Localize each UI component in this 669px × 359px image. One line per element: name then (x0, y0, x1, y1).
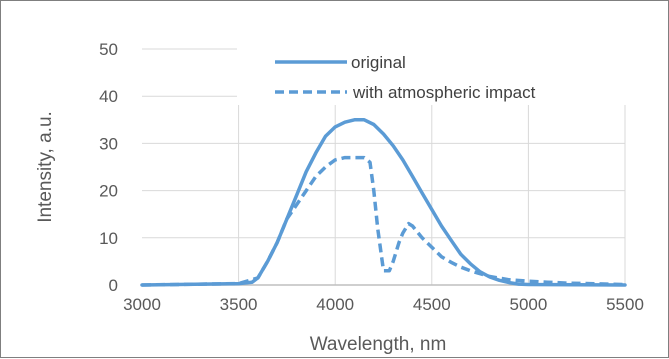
series-line-1 (141, 155, 626, 287)
y-tick-label-3: 30 (99, 134, 118, 153)
x-tick-label-5: 5500 (606, 295, 644, 314)
y-tick-label-4: 40 (99, 87, 118, 106)
x-tick-label-3: 4500 (413, 295, 451, 314)
y-tick-label-0: 0 (109, 276, 118, 295)
x-axis-title: Wavelength, nm (310, 334, 447, 355)
legend-label-original: original (351, 53, 406, 72)
series-lines (140, 118, 627, 287)
y-axis-title: Intensity, a.u. (35, 111, 56, 223)
legend-background (237, 43, 627, 105)
x-tick-label-4: 5000 (509, 295, 547, 314)
x-tick-label-2: 4000 (316, 295, 354, 314)
legend: original with atmospheric impact (237, 43, 627, 105)
legend-label-atmospheric: with atmospheric impact (352, 83, 536, 102)
y-tick-label-5: 50 (99, 40, 118, 59)
x-tick-label-1: 3500 (220, 295, 258, 314)
x-tick-label-0: 3000 (123, 295, 161, 314)
y-tick-label-1: 10 (99, 229, 118, 248)
y-tick-label-2: 20 (99, 182, 118, 201)
series-line-0 (140, 118, 627, 287)
